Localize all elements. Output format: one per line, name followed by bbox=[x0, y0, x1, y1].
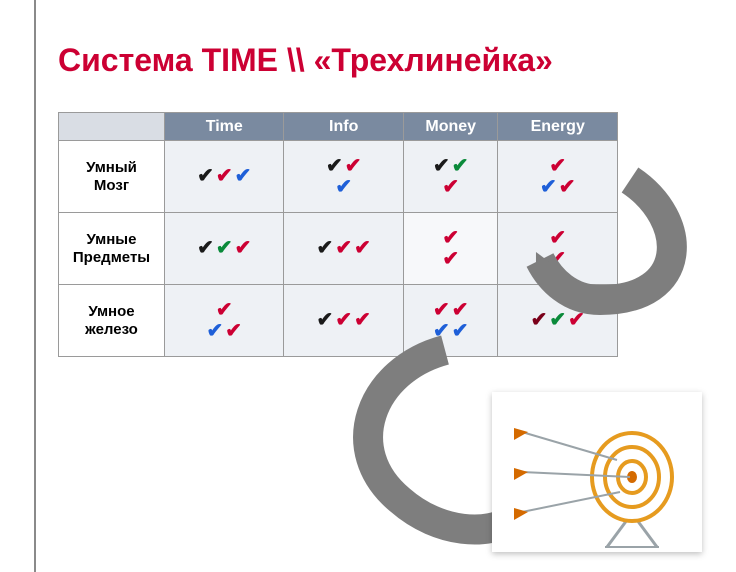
check-icon: ✔ bbox=[353, 310, 372, 331]
check-line: ✔ bbox=[288, 177, 398, 198]
check-icon: ✔ bbox=[334, 310, 353, 331]
table-header-row: Time Info Money Energy bbox=[59, 113, 618, 141]
check-icon: ✔ bbox=[441, 228, 460, 249]
col-energy: Energy bbox=[498, 113, 618, 141]
check-cell: ✔✔ bbox=[498, 213, 618, 285]
check-line: ✔✔ bbox=[408, 321, 494, 342]
check-line: ✔✔✔ bbox=[169, 238, 279, 259]
check-icon: ✔ bbox=[530, 310, 549, 331]
check-line: ✔✔✔ bbox=[288, 238, 398, 259]
col-info: Info bbox=[284, 113, 403, 141]
check-cell: ✔✔✔ bbox=[403, 141, 498, 213]
check-icon: ✔ bbox=[451, 321, 470, 342]
table-body: УмныйМозг✔✔✔✔✔✔✔✔✔✔✔✔УмныеПредметы✔✔✔✔✔✔… bbox=[59, 141, 618, 357]
check-icon: ✔ bbox=[334, 238, 353, 259]
table-row: Умноежелезо✔✔✔✔✔✔✔✔✔✔✔✔✔ bbox=[59, 285, 618, 357]
check-line: ✔ bbox=[408, 249, 494, 270]
check-line: ✔✔ bbox=[408, 156, 494, 177]
check-line: ✔ bbox=[408, 177, 494, 198]
page-title: Система TIME \\ «Трехлинейка» bbox=[58, 42, 553, 79]
check-icon: ✔ bbox=[334, 177, 353, 198]
check-cell: ✔✔✔ bbox=[165, 285, 284, 357]
check-line: ✔ bbox=[169, 300, 279, 321]
check-icon: ✔ bbox=[548, 310, 567, 331]
check-icon: ✔ bbox=[558, 177, 577, 198]
check-line: ✔✔ bbox=[502, 177, 613, 198]
col-money: Money bbox=[403, 113, 498, 141]
check-cell: ✔✔✔ bbox=[165, 213, 284, 285]
check-line: ✔✔ bbox=[288, 156, 398, 177]
check-icon: ✔ bbox=[344, 156, 363, 177]
check-icon: ✔ bbox=[432, 300, 451, 321]
check-icon: ✔ bbox=[353, 238, 372, 259]
check-icon: ✔ bbox=[196, 166, 215, 187]
check-cell: ✔✔✔ bbox=[498, 141, 618, 213]
check-line: ✔ bbox=[408, 228, 494, 249]
check-icon: ✔ bbox=[205, 321, 224, 342]
check-icon: ✔ bbox=[539, 177, 558, 198]
left-rule bbox=[34, 0, 36, 572]
header-blank bbox=[59, 113, 165, 141]
row-label: УмныеПредметы bbox=[59, 213, 165, 285]
check-line: ✔ bbox=[502, 156, 613, 177]
check-line: ✔✔✔ bbox=[288, 310, 398, 331]
check-icon: ✔ bbox=[224, 321, 243, 342]
check-line: ✔ bbox=[502, 228, 613, 249]
table-row: УмныеПредметы✔✔✔✔✔✔✔✔✔✔ bbox=[59, 213, 618, 285]
check-line: ✔✔ bbox=[408, 300, 494, 321]
check-icon: ✔ bbox=[215, 166, 234, 187]
check-icon: ✔ bbox=[451, 156, 470, 177]
col-time: Time bbox=[165, 113, 284, 141]
check-icon: ✔ bbox=[215, 238, 234, 259]
check-icon: ✔ bbox=[548, 156, 567, 177]
time-table: Time Info Money Energy УмныйМозг✔✔✔✔✔✔✔✔… bbox=[58, 112, 618, 357]
check-line: ✔✔✔ bbox=[169, 166, 279, 187]
check-icon: ✔ bbox=[567, 310, 586, 331]
check-cell: ✔✔✔✔ bbox=[403, 285, 498, 357]
check-icon: ✔ bbox=[432, 321, 451, 342]
check-icon: ✔ bbox=[196, 238, 215, 259]
check-icon: ✔ bbox=[316, 238, 335, 259]
check-icon: ✔ bbox=[441, 177, 460, 198]
check-icon: ✔ bbox=[548, 228, 567, 249]
check-cell: ✔✔✔ bbox=[284, 141, 403, 213]
check-line: ✔✔✔ bbox=[502, 310, 613, 331]
check-cell: ✔✔✔ bbox=[165, 141, 284, 213]
check-cell: ✔✔✔ bbox=[498, 285, 618, 357]
check-icon: ✔ bbox=[234, 166, 253, 187]
check-icon: ✔ bbox=[432, 156, 451, 177]
target-illustration bbox=[492, 392, 702, 552]
check-line: ✔ bbox=[502, 249, 613, 270]
check-icon: ✔ bbox=[451, 300, 470, 321]
check-icon: ✔ bbox=[325, 156, 344, 177]
check-cell: ✔✔ bbox=[403, 213, 498, 285]
row-label: УмныйМозг bbox=[59, 141, 165, 213]
check-cell: ✔✔✔ bbox=[284, 213, 403, 285]
check-cell: ✔✔✔ bbox=[284, 285, 403, 357]
check-icon: ✔ bbox=[215, 300, 234, 321]
table-row: УмныйМозг✔✔✔✔✔✔✔✔✔✔✔✔ bbox=[59, 141, 618, 213]
row-label: Умноежелезо bbox=[59, 285, 165, 357]
check-icon: ✔ bbox=[316, 310, 335, 331]
check-icon: ✔ bbox=[441, 249, 460, 270]
check-line: ✔✔ bbox=[169, 321, 279, 342]
check-icon: ✔ bbox=[234, 238, 253, 259]
check-icon: ✔ bbox=[548, 249, 567, 270]
